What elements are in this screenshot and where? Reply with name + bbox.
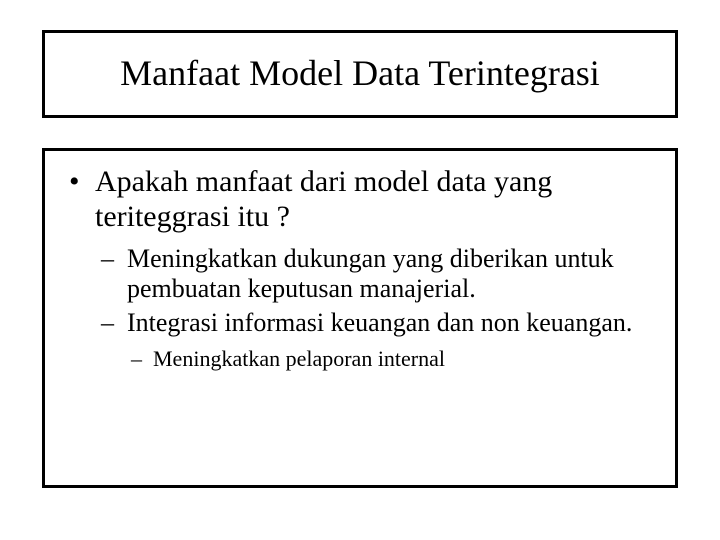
slide: Manfaat Model Data Terintegrasi Apakah m…	[0, 0, 720, 540]
bullet-level-2: Meningkatkan dukungan yang diberikan unt…	[67, 244, 653, 304]
bullet-level-2: Integrasi informasi keuangan dan non keu…	[67, 308, 653, 338]
title-box: Manfaat Model Data Terintegrasi	[42, 30, 678, 118]
slide-title: Manfaat Model Data Terintegrasi	[120, 54, 600, 94]
bullet-level-1: Apakah manfaat dari model data yang teri…	[67, 165, 653, 234]
bullet-level-3: Meningkatkan pelaporan internal	[67, 346, 653, 371]
body-box: Apakah manfaat dari model data yang teri…	[42, 148, 678, 488]
